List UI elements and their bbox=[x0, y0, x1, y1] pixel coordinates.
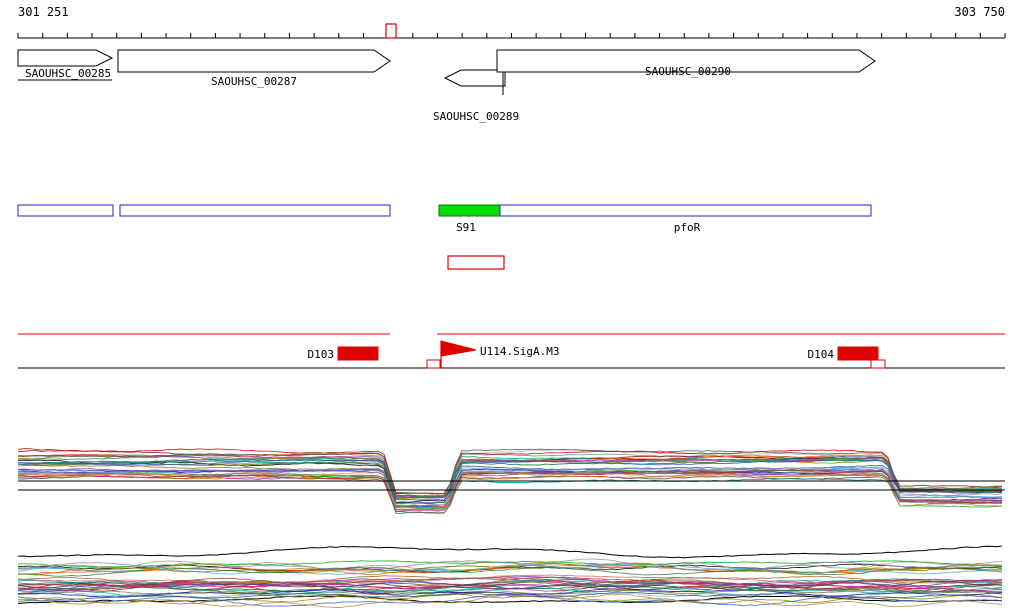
transcript-box-1[interactable] bbox=[119, 204, 391, 217]
terminator-box[interactable] bbox=[337, 346, 379, 361]
transcript-label: S91 bbox=[456, 221, 476, 234]
gene-arrow[interactable] bbox=[17, 49, 114, 67]
gene-saouhsc-00289[interactable]: SAOUHSC_00289 bbox=[433, 69, 519, 123]
transcript-pfor[interactable]: pfoR bbox=[499, 204, 872, 234]
position-marker[interactable] bbox=[385, 23, 397, 39]
gene-saouhsc-00285[interactable]: SAOUHSC_00285 bbox=[17, 49, 114, 81]
terminator-d104[interactable]: D104 bbox=[808, 346, 879, 361]
expression-trace-upper bbox=[18, 458, 1003, 501]
expression-trace-lower bbox=[17, 593, 1003, 605]
expression-trace-lower bbox=[17, 593, 1003, 608]
gene-saouhsc-00290[interactable]: SAOUHSC_00290 bbox=[496, 49, 876, 78]
expression-trace-lower bbox=[17, 566, 1003, 577]
expression-trace-lower bbox=[17, 580, 1003, 590]
expression-trace-upper bbox=[17, 455, 1003, 503]
tss-u114-siga-m3[interactable]: U114.SigA.M3 bbox=[440, 340, 559, 368]
tss-flag[interactable] bbox=[440, 340, 477, 357]
probe-box[interactable] bbox=[447, 255, 505, 270]
expression-trace-lower bbox=[17, 564, 1003, 576]
terminator-label: D104 bbox=[808, 348, 835, 361]
expression-trace-lower bbox=[17, 592, 1003, 600]
expression-trace-lower bbox=[17, 576, 1003, 588]
expression-trace-lower bbox=[17, 588, 1003, 598]
expression-trace-upper bbox=[17, 474, 1002, 511]
transcript-box[interactable] bbox=[119, 204, 391, 217]
expression-trace-lower-outline bbox=[17, 545, 1003, 559]
gene-label: SAOUHSC_00287 bbox=[211, 75, 297, 88]
expression-trace-upper bbox=[17, 463, 1003, 509]
ruler-end-label: 303 750 bbox=[954, 5, 1005, 19]
expression-trace-upper bbox=[17, 471, 1003, 509]
expression-trace-lower bbox=[17, 580, 1003, 591]
expression-trace-upper bbox=[17, 466, 1003, 509]
expression-trace-upper bbox=[17, 454, 1003, 498]
ruler-start-label: 301 251 bbox=[18, 5, 69, 19]
transcript-label: pfoR bbox=[674, 221, 701, 234]
tss-label: U114.SigA.M3 bbox=[480, 345, 559, 358]
tss-open-box[interactable] bbox=[426, 359, 441, 369]
expression-trace-upper bbox=[18, 456, 1003, 498]
tss-open-box[interactable] bbox=[870, 359, 886, 369]
expression-trace-lower bbox=[17, 588, 1003, 598]
transcript-box[interactable] bbox=[438, 204, 501, 217]
gene-label: SAOUHSC_00290 bbox=[645, 65, 731, 78]
terminator-box[interactable] bbox=[837, 346, 879, 361]
gene-arrow[interactable] bbox=[443, 69, 506, 87]
expression-trace-lower bbox=[17, 575, 1003, 585]
expression-trace-upper bbox=[17, 448, 1003, 495]
expression-trace-upper bbox=[17, 459, 1003, 504]
transcript-box[interactable] bbox=[17, 204, 114, 217]
transcript-box[interactable] bbox=[499, 204, 872, 217]
expression-panel-lower bbox=[17, 545, 1003, 608]
expression-trace-lower bbox=[18, 563, 1003, 574]
expression-trace-upper bbox=[17, 448, 1003, 495]
gene-label: SAOUHSC_00289 bbox=[433, 110, 519, 123]
expression-trace-lower bbox=[17, 581, 1003, 594]
terminator-label: D103 bbox=[308, 348, 335, 361]
expression-panel-upper bbox=[17, 448, 1005, 515]
gene-arrow[interactable] bbox=[496, 49, 876, 73]
transcript-s91[interactable]: S91 bbox=[438, 204, 501, 234]
transcript-box-0[interactable] bbox=[17, 204, 114, 217]
terminator-d103[interactable]: D103 bbox=[308, 346, 379, 361]
gene-label: SAOUHSC_00285 bbox=[25, 67, 111, 80]
gene-arrow[interactable] bbox=[117, 49, 391, 73]
gene-saouhsc-00287[interactable]: SAOUHSC_00287 bbox=[117, 49, 391, 88]
